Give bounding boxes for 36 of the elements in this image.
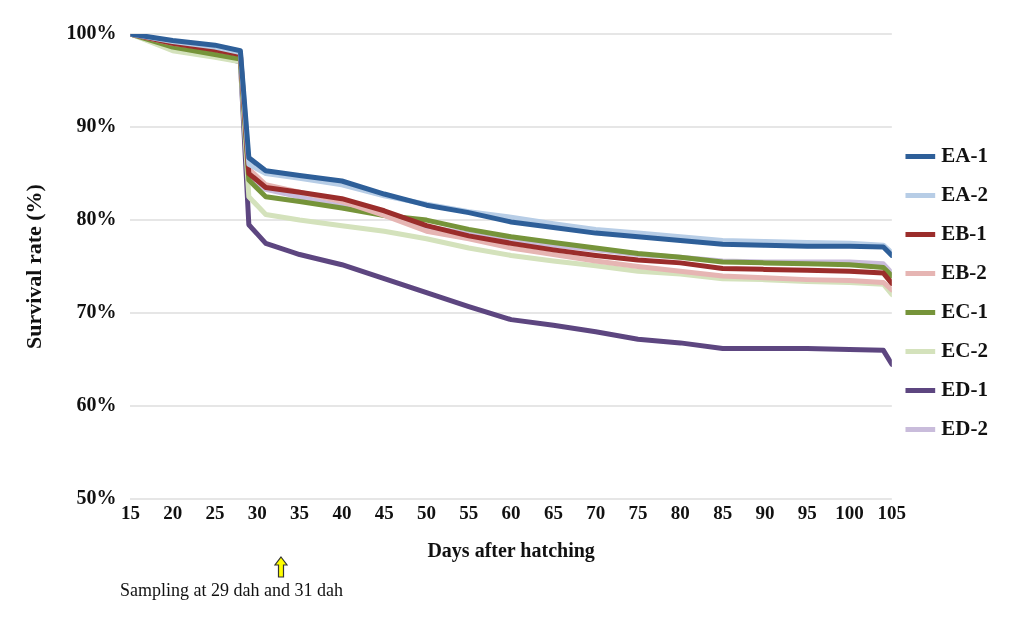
x-tick-label: 60 [501,501,521,523]
legend-label: EB-1 [941,220,987,245]
x-tick-label: 45 [374,501,394,523]
x-tick-label: 95 [797,501,817,523]
y-axis-title: Survival rate (%) [20,184,46,350]
x-tick-label: 40 [332,501,352,523]
y-tick-label: 100% [66,21,117,44]
y-tick-label: 70% [76,300,117,323]
x-axis-title: Days after hatching [427,539,595,563]
y-tick-label: 50% [76,486,117,509]
legend-label: EC-2 [941,337,989,362]
x-tick-label: 35 [290,501,310,523]
x-tick-label: 70 [586,501,606,523]
legend-label: EA-1 [941,142,989,167]
x-tick-label: 80 [670,501,690,523]
x-tick-label: 20 [163,501,183,523]
x-tick-label: 25 [205,501,225,523]
x-tick-label: 75 [628,501,648,523]
x-tick-label: 90 [755,501,775,523]
x-tick-label: 105 [877,501,907,523]
legend-label: EA-2 [941,181,989,206]
x-tick-label: 100 [835,501,864,523]
y-tick-label: 60% [76,393,117,416]
legend-label: EC-1 [941,298,989,323]
y-tick-label: 80% [76,207,117,230]
x-tick-label: 65 [543,501,563,523]
x-tick-label: 50 [417,501,437,523]
legend-label: ED-1 [941,376,989,401]
legend-label: ED-2 [941,415,989,440]
text: Sampling at 29 dah and 31 dah [120,580,343,601]
x-tick-label: 55 [459,501,479,523]
x-tick-label: 15 [120,501,140,523]
x-tick-label: 30 [247,501,267,523]
y-tick-label: 90% [76,114,117,137]
legend-label: EB-2 [941,259,987,284]
x-tick-label: 85 [713,501,733,523]
